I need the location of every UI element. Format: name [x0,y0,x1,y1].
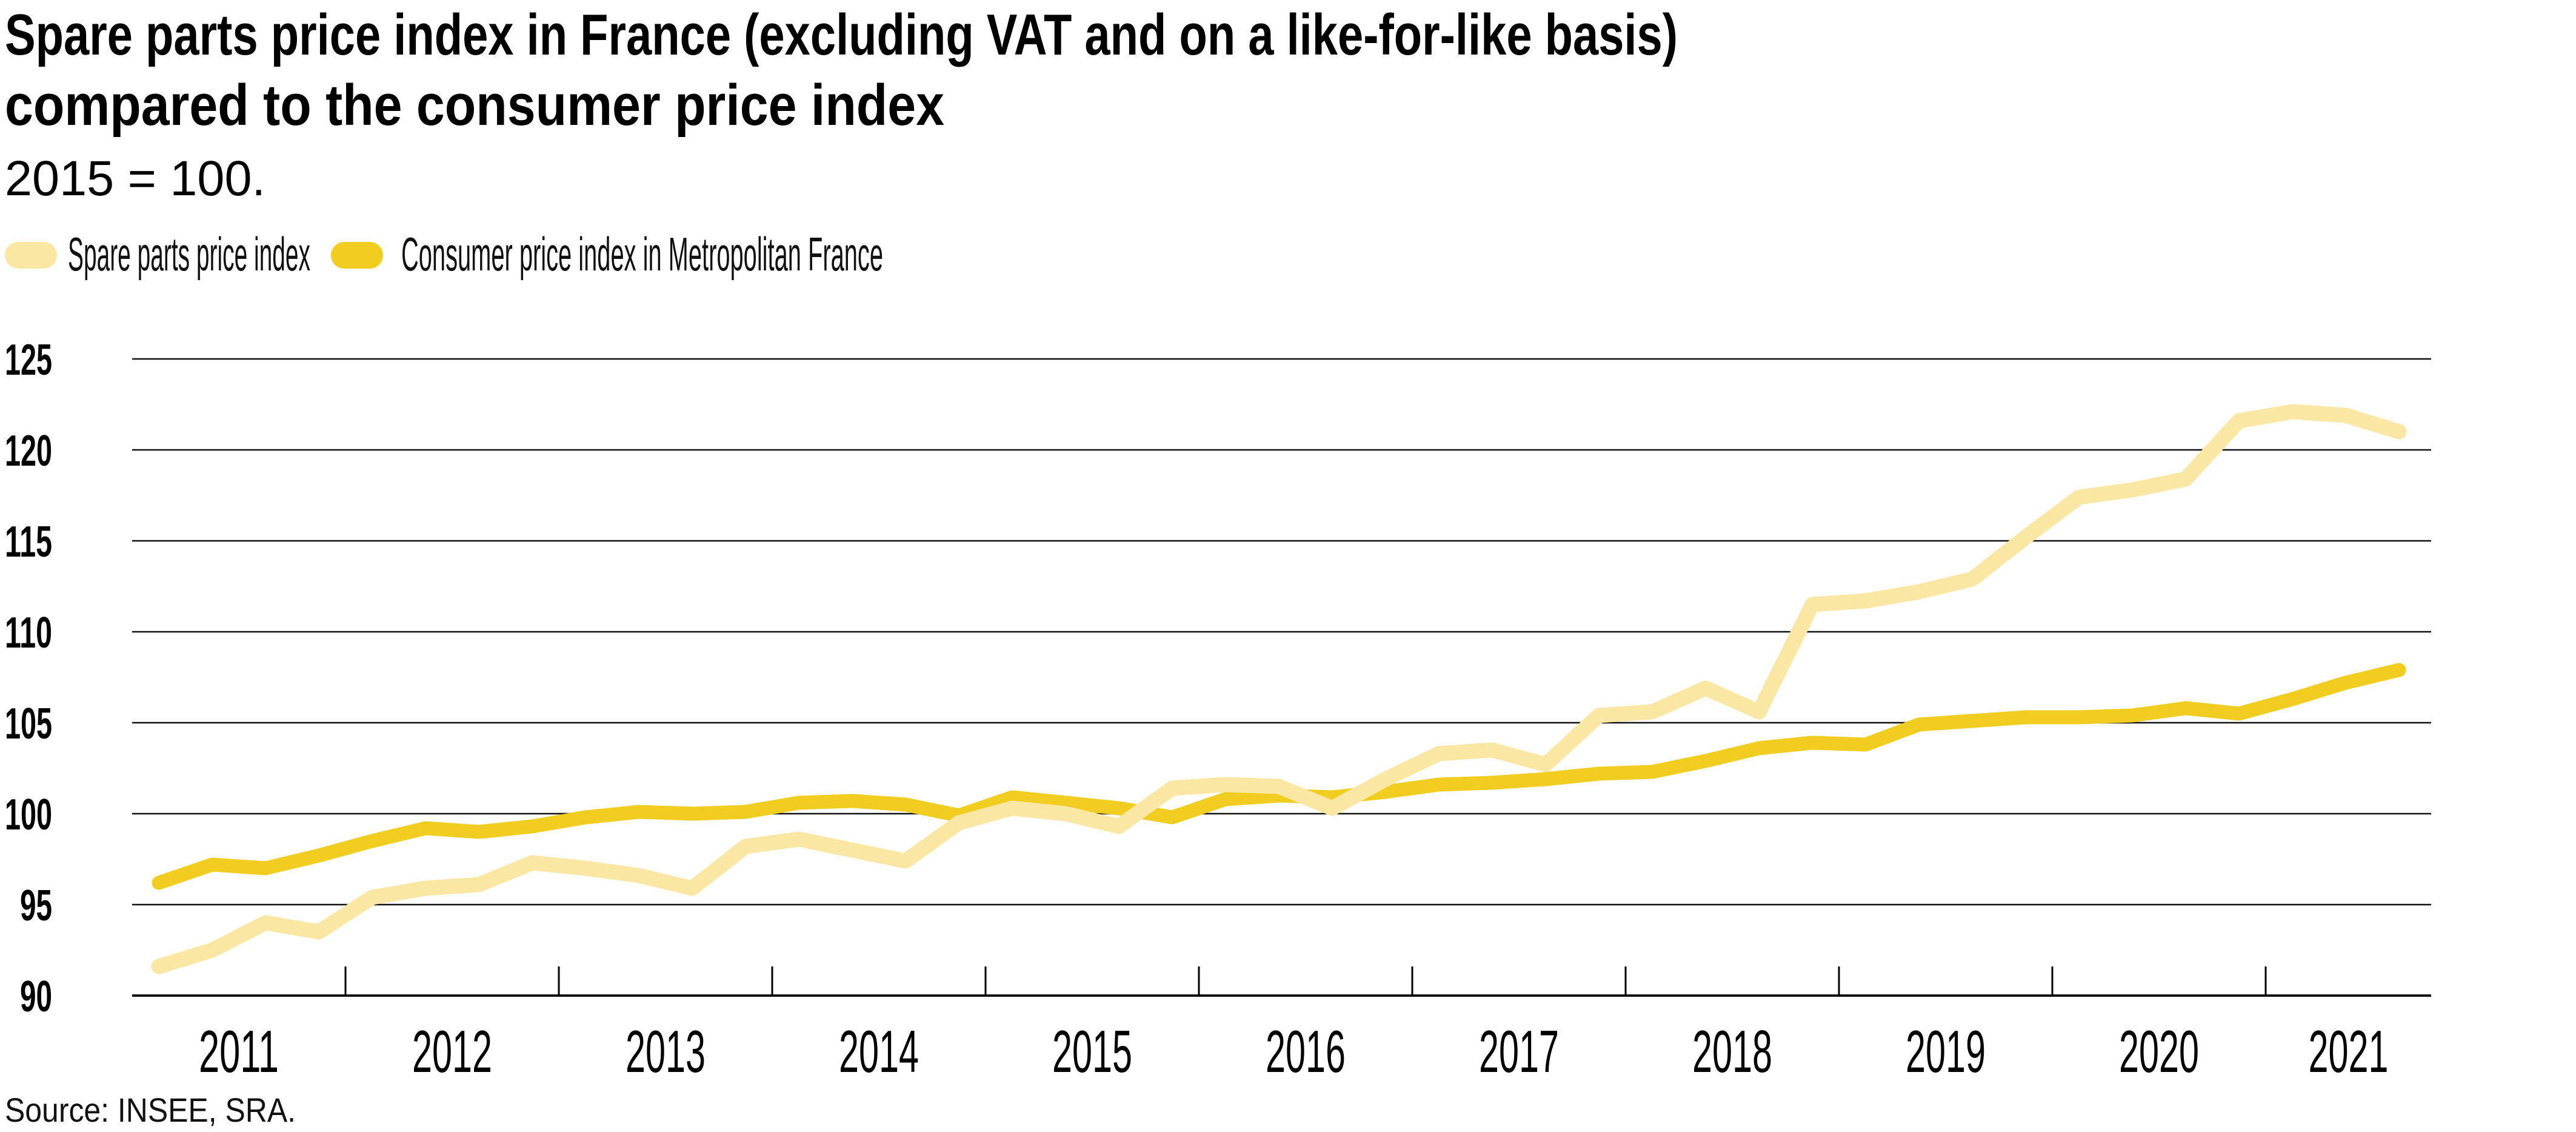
y-axis-label-115: 115 [5,518,52,566]
x-axis-label-2017: 2017 [1479,1018,1559,1085]
legend-swatch-cpi [331,242,383,269]
x-axis-label-2020: 2020 [2119,1018,2199,1085]
y-axis-label-120: 120 [5,427,52,475]
x-axis-label-2013: 2013 [626,1018,706,1085]
y-axis-label-105: 105 [5,700,52,748]
series-line-cpi [152,663,2406,890]
y-axis-label-125: 125 [5,336,52,384]
y-axis-label-110: 110 [5,609,52,657]
legend-label-spare-parts: Spare parts price index [68,227,310,281]
legend: Spare parts price index Consumer price i… [5,227,883,281]
x-axis-label-2014: 2014 [839,1018,919,1085]
axis-layer [344,966,2267,996]
y-axis-label-100: 100 [5,791,52,839]
legend-swatch-spare-parts [5,242,57,269]
x-axis-label-2015: 2015 [1052,1018,1132,1085]
x-axis-label-2011: 2011 [199,1018,279,1085]
chart-title-line2: compared to the consumer price index [5,73,944,138]
label-layer: 125 120 115 110 105 100 95 90 2011 2012 2013 2014 20… [5,336,2389,1085]
series-line-spare-parts [151,404,2407,974]
x-axis-label-2012: 2012 [412,1018,492,1085]
source-note: Source: INSEE, SRA. [5,1091,296,1129]
legend-label-cpi: Consumer price index in Metropolitan Fra… [401,227,883,281]
y-axis-label-95: 95 [20,882,52,930]
x-axis-label-2019: 2019 [1906,1018,1986,1085]
x-axis-label-2016: 2016 [1266,1018,1346,1085]
x-axis-label-2018: 2018 [1692,1018,1772,1085]
series-layer [151,404,2407,974]
x-axis-label-2021: 2021 [2309,1018,2389,1085]
chart-title-line1: Spare parts price index in France (exclu… [5,2,1678,67]
y-axis-label-90: 90 [20,973,52,1021]
chart-subtitle: 2015 = 100. [5,151,265,206]
grid-layer [132,358,2431,997]
